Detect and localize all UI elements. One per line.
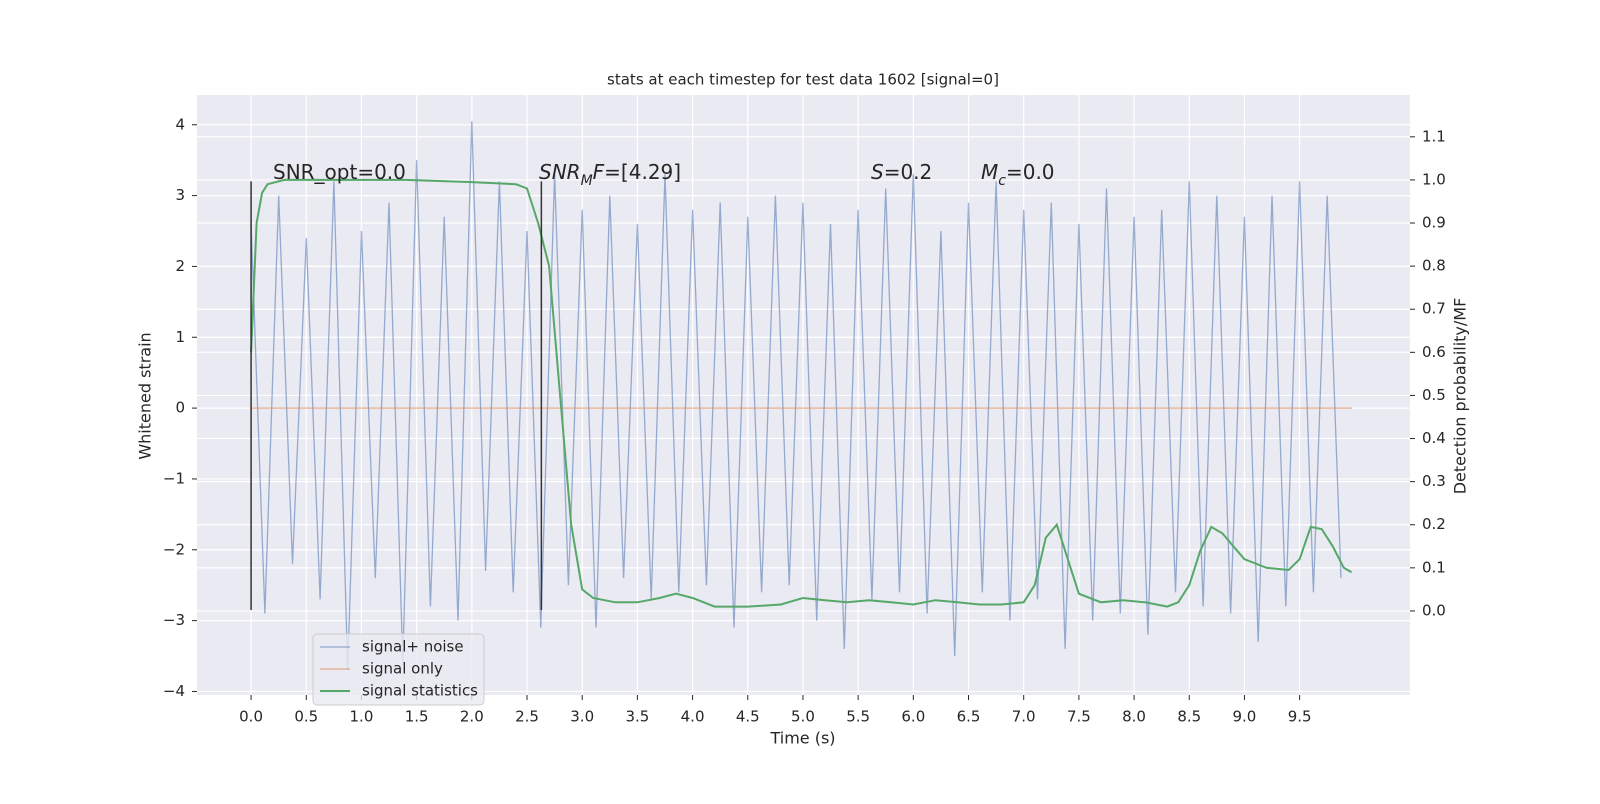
y2-tick-label: 0.0 xyxy=(1422,601,1446,619)
annotation: Mc=0.0 xyxy=(981,160,1055,190)
x-tick-label: 1.0 xyxy=(350,708,374,726)
x-tick-label: 2.0 xyxy=(460,708,484,726)
y2-tick-label: 0.7 xyxy=(1422,300,1446,318)
y2-tick-label: 1.0 xyxy=(1422,170,1446,188)
x-tick-label: 3.0 xyxy=(570,708,594,726)
y2-tick-label: 0.9 xyxy=(1422,214,1446,232)
y-tick-label: 4 xyxy=(175,115,185,133)
x-tick-label: 5.5 xyxy=(846,708,870,726)
grid xyxy=(197,95,1410,695)
annotation-part: S xyxy=(871,160,884,184)
x-tick-label: 1.5 xyxy=(405,708,429,726)
annotation-part: =0.2 xyxy=(884,160,933,184)
x-tick-label: 2.5 xyxy=(515,708,539,726)
y2-tick-label: 0.8 xyxy=(1422,257,1446,275)
y2-tick-label: 0.3 xyxy=(1422,472,1446,490)
x-tick-label: 8.0 xyxy=(1122,708,1146,726)
x-tick-label: 5.0 xyxy=(791,708,815,726)
annotation: SNR_opt=0.0 xyxy=(273,160,406,184)
x-tick-label: 9.5 xyxy=(1288,708,1312,726)
x-tick-label: 7.5 xyxy=(1067,708,1091,726)
y-tick-label: 1 xyxy=(175,328,185,346)
y-tick-label: −3 xyxy=(163,611,185,629)
x-tick-label: 4.0 xyxy=(681,708,705,726)
x-tick-label: 8.5 xyxy=(1177,708,1201,726)
y2-tick-label: 0.4 xyxy=(1422,429,1446,447)
annotation: SNRMF=[4.29] xyxy=(539,160,681,190)
x-tick-label: 3.5 xyxy=(625,708,649,726)
legend-box xyxy=(312,633,485,706)
annotation-part: c xyxy=(998,173,1006,189)
x-tick-label: 0.0 xyxy=(239,708,263,726)
legend-label: signal+ noise xyxy=(362,638,464,656)
y2-tick-label: 0.5 xyxy=(1422,386,1446,404)
chart-title: stats at each timestep for test data 160… xyxy=(607,71,999,89)
annotation-part: SNR_opt=0.0 xyxy=(273,160,406,184)
x-axis-label: Time (s) xyxy=(769,729,835,748)
x-tick-label: 7.0 xyxy=(1012,708,1036,726)
x-tick-label: 6.5 xyxy=(957,708,981,726)
annotation-part: =0.0 xyxy=(1006,160,1055,184)
y-tick-label: −2 xyxy=(163,540,185,558)
y2-tick-label: 0.1 xyxy=(1422,558,1446,576)
y2-axis-label: Detection probability/MF xyxy=(1451,298,1470,495)
annotation-part: F xyxy=(593,160,605,184)
legend-label: signal only xyxy=(362,660,443,678)
y2-tick-label: 1.1 xyxy=(1422,127,1446,145)
annotation-part: M xyxy=(981,160,998,184)
x-tick-label: 6.0 xyxy=(901,708,925,726)
y-tick-label: −1 xyxy=(163,469,185,487)
y-axis-label: Whitened strain xyxy=(136,332,155,459)
y-tick-label: 3 xyxy=(175,186,185,204)
y2-tick-label: 0.6 xyxy=(1422,343,1446,361)
legend-label: signal statistics xyxy=(362,682,478,700)
y-tick-label: 0 xyxy=(175,399,185,417)
annotation-part: SNR xyxy=(539,160,581,184)
legend: signal+ noise signal only signal statistic… xyxy=(312,633,485,706)
y2-tick-label: 0.2 xyxy=(1422,515,1446,533)
annotation-part: =[4.29] xyxy=(604,160,681,184)
x-tick-label: 4.5 xyxy=(736,708,760,726)
x-tick-label: 9.0 xyxy=(1233,708,1257,726)
y-tick-label: 2 xyxy=(175,257,185,275)
y-tick-label: −4 xyxy=(163,682,185,700)
x-tick-label: 0.5 xyxy=(294,708,318,726)
annotation: S=0.2 xyxy=(871,160,932,184)
annotation-part: M xyxy=(581,173,593,189)
series-line xyxy=(250,121,1342,671)
series-line xyxy=(250,178,1352,608)
